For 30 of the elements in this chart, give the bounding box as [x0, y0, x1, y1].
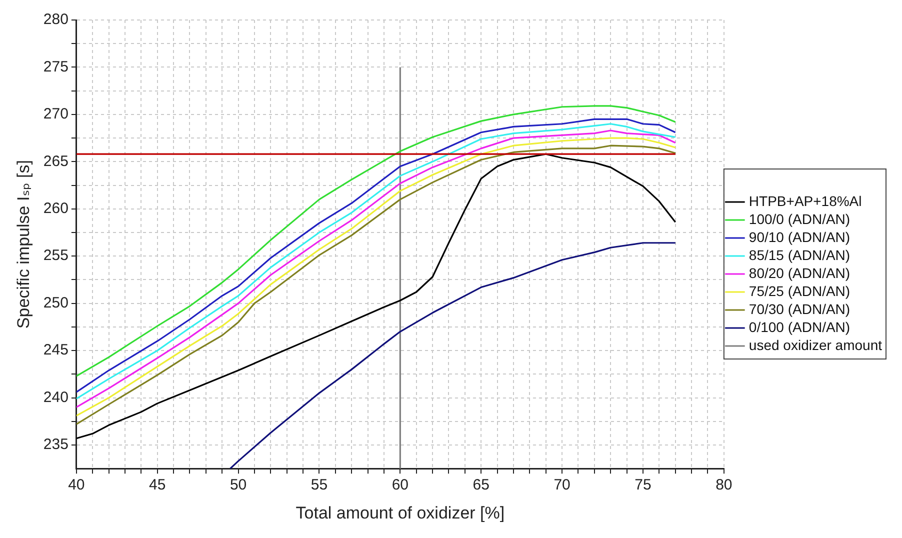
legend-label: used oxidizer amount: [748, 336, 882, 353]
legend-label: HTPB+AP+18%Al: [748, 192, 862, 209]
legend-label: 85/15 (ADN/AN): [748, 246, 850, 263]
y-tick-label: 265: [43, 152, 68, 170]
y-tick-label: 260: [43, 200, 68, 218]
x-tick-label: 70: [554, 476, 570, 494]
y-axis-title: Specific impulse Iₛₚ [s]: [14, 160, 33, 329]
legend-label: 80/20 (ADN/AN): [748, 264, 850, 281]
y-tick-label: 240: [43, 388, 68, 406]
x-tick-label: 65: [472, 476, 490, 494]
legend-label: 90/10 (ADN/AN): [748, 228, 850, 245]
x-tick-label: 60: [392, 476, 409, 494]
y-tick-label: 280: [43, 11, 68, 28]
legend-label: 100/0 (ADN/AN): [748, 210, 850, 227]
legend-label: 0/100 (ADN/AN): [748, 318, 850, 335]
legend-label: 75/25 (ADN/AN): [748, 282, 850, 299]
x-tick-label: 40: [68, 476, 85, 494]
x-tick-label: 55: [310, 476, 328, 494]
x-tick-label: 50: [230, 476, 247, 494]
x-axis-title: Total amount of oxidizer [%]: [296, 503, 505, 522]
y-tick-label: 250: [43, 294, 68, 312]
x-tick-label: 80: [716, 476, 732, 494]
y-tick-label: 245: [43, 342, 68, 359]
x-tick-label: 45: [149, 476, 166, 494]
legend-label: 70/30 (ADN/AN): [748, 300, 850, 317]
y-tick-label: 275: [43, 58, 68, 76]
y-tick-label: 235: [43, 436, 68, 454]
y-tick-label: 270: [43, 106, 68, 123]
x-tick-label: 75: [634, 476, 652, 494]
y-tick-label: 255: [43, 247, 68, 264]
